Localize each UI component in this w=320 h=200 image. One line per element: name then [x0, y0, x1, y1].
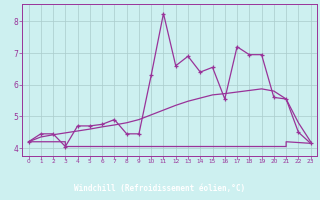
Text: Windchill (Refroidissement éolien,°C): Windchill (Refroidissement éolien,°C) — [75, 184, 245, 193]
